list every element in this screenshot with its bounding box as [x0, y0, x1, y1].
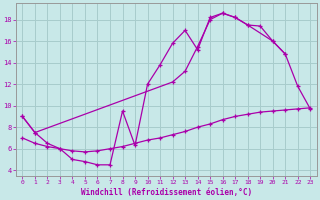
X-axis label: Windchill (Refroidissement éolien,°C): Windchill (Refroidissement éolien,°C) — [81, 188, 252, 197]
